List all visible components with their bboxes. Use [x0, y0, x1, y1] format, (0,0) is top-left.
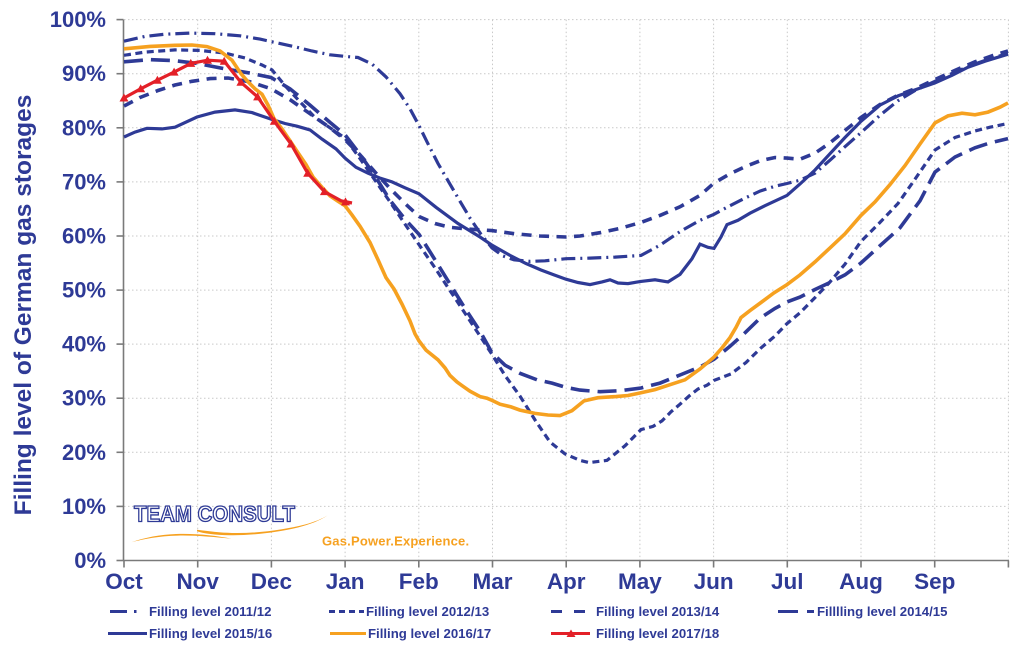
svg-text:Filling level 2011/12: Filling level 2011/12 [149, 604, 271, 619]
svg-text:TEAM CONSULT: TEAM CONSULT [134, 502, 296, 527]
svg-text:20%: 20% [62, 440, 106, 465]
svg-text:Mar: Mar [472, 569, 512, 594]
svg-text:May: May [618, 569, 662, 594]
svg-text:Dec: Dec [251, 569, 292, 594]
svg-text:Jul: Jul [771, 569, 804, 594]
svg-text:Oct: Oct [105, 569, 143, 594]
svg-text:80%: 80% [62, 115, 106, 140]
svg-text:Filling level of German gas st: Filling level of German gas storages [10, 95, 37, 516]
svg-text:Nov: Nov [176, 569, 219, 594]
svg-text:Feb: Feb [399, 569, 439, 594]
svg-text:40%: 40% [62, 332, 106, 357]
svg-text:Sep: Sep [914, 569, 955, 594]
svg-text:Gas.Power.Experience.: Gas.Power.Experience. [322, 534, 469, 549]
svg-text:90%: 90% [62, 61, 106, 86]
svg-text:50%: 50% [62, 278, 106, 303]
svg-text:Jun: Jun [694, 569, 734, 594]
svg-text:10%: 10% [62, 494, 106, 519]
svg-text:Filling level 2017/18: Filling level 2017/18 [596, 626, 719, 641]
svg-text:Aug: Aug [839, 569, 883, 594]
svg-text:Filling level 2015/16: Filling level 2015/16 [149, 626, 272, 641]
svg-text:30%: 30% [62, 386, 106, 411]
svg-text:60%: 60% [62, 224, 106, 249]
svg-text:0%: 0% [74, 548, 106, 573]
svg-text:Apr: Apr [547, 569, 586, 594]
svg-text:70%: 70% [62, 169, 106, 194]
svg-text:Jan: Jan [326, 569, 365, 594]
svg-text:Filling level 2012/13: Filling level 2012/13 [366, 604, 489, 619]
svg-text:Filllling level 2014/15: Filllling level 2014/15 [817, 604, 947, 619]
svg-text:Filling level 2016/17: Filling level 2016/17 [368, 626, 491, 641]
svg-text:Filling level 2013/14: Filling level 2013/14 [596, 604, 720, 619]
svg-text:100%: 100% [50, 7, 106, 32]
